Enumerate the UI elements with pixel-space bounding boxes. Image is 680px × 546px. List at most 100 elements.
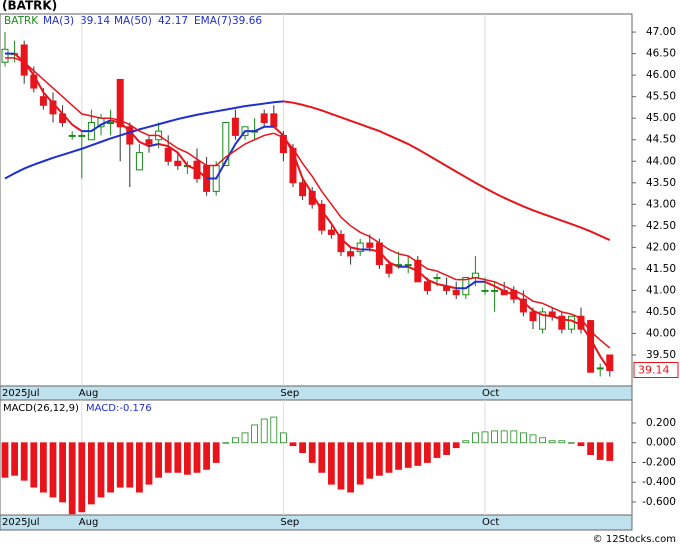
macd-bar <box>135 442 143 493</box>
candle-body <box>107 122 115 124</box>
macd-bar <box>423 442 431 463</box>
macd-bar <box>500 430 508 444</box>
macd-bar <box>212 442 220 463</box>
y-tick-label: 0.000 <box>646 437 676 449</box>
legend-label: EMA(7) <box>194 15 232 27</box>
candle-body <box>433 277 441 279</box>
legend-symbol: BATRK <box>4 15 39 27</box>
candle-body <box>356 242 364 253</box>
y-tick-label: 42.00 <box>646 241 676 253</box>
legend-value: 39.14 <box>80 15 110 27</box>
macd-bar <box>596 442 604 460</box>
macd-bar <box>107 442 114 493</box>
legend-label: MA(3) <box>43 15 74 27</box>
macd-bar <box>1 442 9 478</box>
ma-line <box>484 280 611 372</box>
y-tick-label: 41.50 <box>646 263 676 275</box>
legend-label: MA(50) <box>114 15 152 27</box>
candle-body <box>222 122 230 167</box>
macd-bar <box>241 432 249 444</box>
ma-line <box>206 125 274 180</box>
y-tick-label: -0.600 <box>642 496 676 508</box>
macd-bar <box>260 418 268 444</box>
candle-body <box>299 182 307 197</box>
macd-bar <box>116 442 124 488</box>
candle-body <box>567 315 575 330</box>
macd-bar <box>59 442 66 503</box>
ma-line <box>283 100 611 241</box>
ma-line <box>206 132 274 167</box>
y-tick-label: 47.00 <box>646 26 676 38</box>
y-tick-label: 41.00 <box>646 284 676 296</box>
macd-bar <box>404 442 412 468</box>
candle-body <box>385 264 393 274</box>
macd-bar <box>327 442 335 485</box>
macd-title: MACD(26,12,9) <box>3 403 79 414</box>
x-tick-label: 2025Jul <box>2 517 40 528</box>
x-tick-label: 2025Jul <box>2 388 40 399</box>
x-tick-label: Sep <box>280 388 299 399</box>
y-tick-label: 40.00 <box>646 327 676 339</box>
candle-body <box>558 315 566 330</box>
macd-bar <box>20 442 28 481</box>
macd-bar <box>49 442 57 498</box>
macd-bar <box>510 430 518 444</box>
macd-bar <box>452 442 460 449</box>
ma-line <box>407 265 457 290</box>
candle-body <box>481 289 489 292</box>
macd-bar <box>11 442 19 476</box>
macd-bar <box>491 430 499 444</box>
candle-body <box>347 251 355 257</box>
macd-bar <box>193 442 201 473</box>
y-tick-label: -0.200 <box>642 456 676 468</box>
macd-bar <box>356 442 364 485</box>
macd-panel <box>0 399 633 516</box>
candle-body <box>596 367 604 370</box>
y-tick-label: 42.50 <box>646 220 676 232</box>
candle-body <box>174 160 182 167</box>
macd-bar <box>164 442 172 473</box>
macd-bar <box>366 442 374 479</box>
y-tick-label: -0.400 <box>642 476 676 488</box>
y-tick-label: 46.50 <box>646 48 676 60</box>
macd-bar <box>433 442 441 458</box>
candle-body <box>471 272 479 279</box>
y-tick-label: 43.00 <box>646 198 676 210</box>
macd-bar <box>587 442 594 455</box>
ma-line <box>4 100 284 180</box>
candle-body <box>539 311 547 330</box>
candle-body <box>116 78 124 128</box>
x-tick-label: Aug <box>79 388 99 399</box>
macd-bar <box>308 442 316 463</box>
macd-bar <box>78 442 86 513</box>
macd-bar <box>318 442 326 473</box>
ma-line <box>110 119 150 148</box>
macd-bar <box>471 432 479 444</box>
candle-body <box>270 113 278 128</box>
candle-body <box>452 289 460 296</box>
y-tick-label: 39.50 <box>646 349 676 361</box>
date-band <box>0 514 633 531</box>
ma-line <box>475 276 611 349</box>
candle-body <box>337 233 345 253</box>
x-tick-label: Aug <box>79 517 99 528</box>
macd-bar <box>145 442 153 485</box>
x-tick-label: Sep <box>280 517 299 528</box>
last-price: 39.14 <box>638 364 670 377</box>
chart-title: (BATRK) <box>2 0 57 13</box>
macd-bar <box>606 442 614 461</box>
candle-body <box>39 96 47 106</box>
legend-value: 39.66 <box>232 15 262 27</box>
macd-bar <box>222 442 230 444</box>
ma-line <box>81 119 112 133</box>
macd-bar <box>529 434 537 444</box>
ma-line <box>273 132 457 281</box>
macd-bar <box>289 442 297 447</box>
macd-bar <box>203 442 211 470</box>
candle-body <box>366 242 374 248</box>
macd-bar <box>577 442 585 447</box>
macd-bar <box>520 432 527 444</box>
macd-value: MACD:-0.176 <box>86 403 152 414</box>
ma-line <box>14 57 102 119</box>
